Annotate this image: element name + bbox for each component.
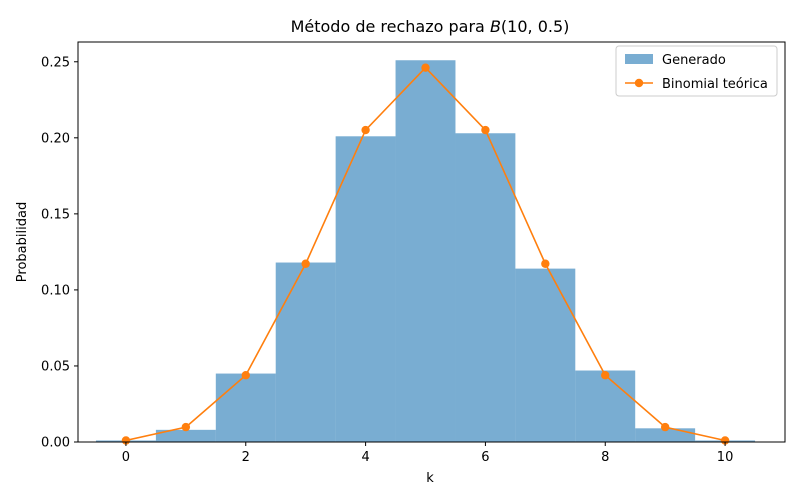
x-tick-label: 10 [717, 450, 734, 465]
binomial-point [660, 422, 670, 432]
legend-swatch-generado [625, 54, 653, 64]
binomial-point [720, 436, 730, 445]
histogram-bar [275, 262, 336, 442]
binomial-point [421, 63, 430, 72]
x-tick-label: 6 [481, 450, 489, 465]
y-tick-label: 0.10 [41, 283, 70, 298]
plot-area: 0 2 4 6 8 10 0.00 0.05 0.10 0.15 0.20 0.25 [41, 41, 786, 465]
x-axis-label: k [426, 471, 434, 486]
histogram-bar [515, 268, 576, 442]
chart-title: Método de rechazo para B(10, 0.5) [291, 17, 570, 36]
legend-label-generado: Generado [662, 53, 726, 68]
histogram-bar [455, 133, 516, 442]
y-axis-label: Probabilidad [15, 202, 30, 282]
legend-box [615, 45, 778, 97]
axes-frame [77, 41, 786, 443]
legend-marker-binomial [634, 78, 644, 88]
x-tick-label: 4 [361, 450, 369, 465]
histogram-bar [395, 60, 456, 443]
histogram-bar [635, 428, 696, 442]
binomial-point [301, 259, 310, 268]
x-tick-label: 2 [242, 450, 250, 465]
histogram-bar [335, 136, 396, 443]
x-tick-label: 8 [601, 450, 609, 465]
histogram-bar [155, 429, 216, 442]
binomial-point [181, 422, 191, 432]
binomial-point [481, 125, 490, 135]
histogram-bar [215, 373, 276, 442]
y-tick-label: 0.05 [41, 359, 70, 374]
binomial-point [361, 125, 370, 135]
x-tick-label: 0 [122, 450, 130, 465]
binomial-point [121, 436, 131, 445]
binomial-point [541, 259, 550, 268]
y-tick-label: 0.15 [41, 207, 70, 222]
y-tick-label: 0.20 [41, 131, 70, 146]
histogram-bar [575, 370, 636, 442]
binomial-point [241, 371, 250, 380]
y-tick-label: 0.00 [41, 436, 70, 451]
legend-label-binomial: Binomial teórica [662, 77, 768, 92]
binomial-point [601, 371, 610, 380]
y-tick-label: 0.25 [41, 55, 70, 70]
legend: Generado Binomial teórica [615, 45, 778, 97]
